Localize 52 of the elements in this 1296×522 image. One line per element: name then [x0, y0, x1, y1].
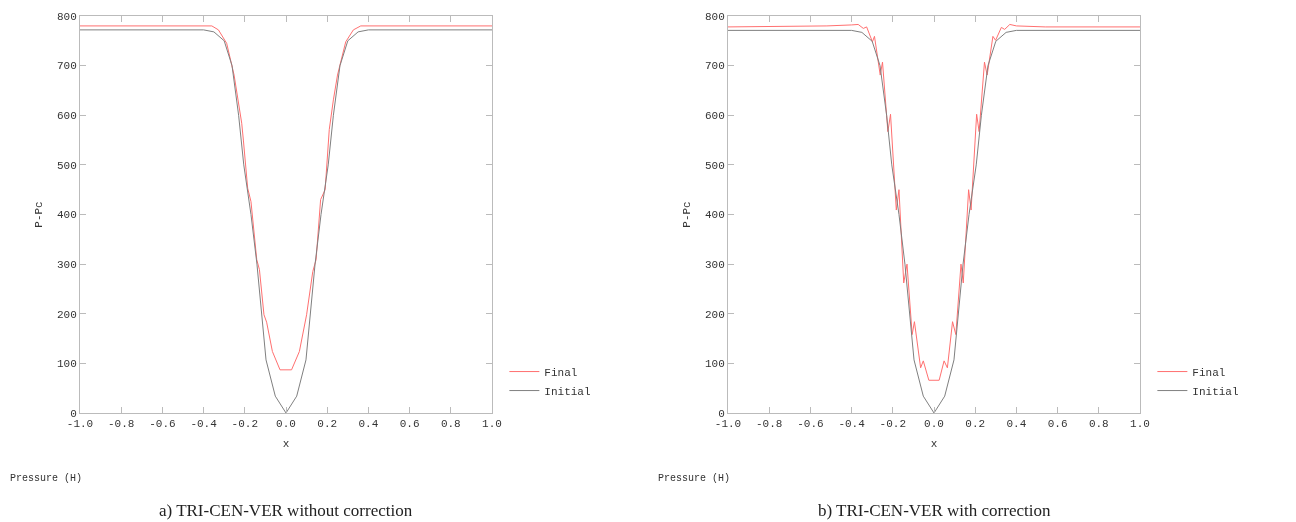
- x-tick-label: -1.0: [714, 418, 742, 431]
- y-tick-label: 400: [56, 209, 77, 222]
- legend-label: Initial: [544, 385, 591, 398]
- x-tick-label: 1.0: [482, 418, 502, 431]
- y-axis-title: P-Pc: [680, 201, 693, 228]
- x-tick-label: 0.2: [317, 418, 338, 431]
- x-tick-label: -0.2: [231, 418, 258, 431]
- x-tick-label: -0.8: [108, 418, 135, 431]
- x-tick-label: -0.4: [838, 418, 866, 431]
- y-tick-label: 0: [70, 407, 77, 420]
- x-tick-label: -0.8: [756, 418, 783, 431]
- x-tick-label: 0.4: [1006, 418, 1027, 431]
- y-tick-label: 300: [56, 258, 77, 271]
- legend-label: Final: [1192, 366, 1226, 379]
- y-axis-title: P-Pc: [32, 201, 45, 228]
- x-tick-label: -0.4: [190, 418, 218, 431]
- x-tick-label: 0.4: [358, 418, 379, 431]
- x-tick-label: 0.8: [1088, 418, 1109, 431]
- x-tick-label: 0.2: [965, 418, 986, 431]
- x-axis-title: x: [282, 438, 290, 451]
- y-tick-label: 800: [56, 10, 77, 23]
- y-tick-label: 600: [704, 110, 725, 123]
- text: b) TRI-CEN-VER with correction: [818, 501, 1051, 520]
- y-tick-label: 200: [56, 308, 77, 321]
- x-tick-label: 0.6: [399, 418, 420, 431]
- y-tick-label: 700: [56, 60, 77, 73]
- y-tick-label: 800: [704, 10, 725, 23]
- x-tick-label: -0.6: [797, 418, 824, 431]
- y-tick-label: 500: [704, 159, 725, 172]
- y-tick-label: 700: [704, 60, 725, 73]
- x-axis-title: x: [930, 438, 938, 451]
- x-tick-label: 0.0: [276, 418, 296, 431]
- y-tick-label: 300: [704, 258, 725, 271]
- y-tick-label: 400: [704, 209, 725, 222]
- y-tick-label: 200: [704, 308, 725, 321]
- y-tick-label: 600: [56, 110, 77, 123]
- y-tick-label: 0: [718, 407, 725, 420]
- x-tick-label: -0.2: [879, 418, 906, 431]
- y-tick-label: 100: [56, 358, 77, 371]
- x-tick-label: 0.6: [1047, 418, 1068, 431]
- text: Pressure (H): [10, 473, 83, 484]
- y-tick-label: 500: [56, 159, 77, 172]
- x-tick-label: 0.8: [440, 418, 461, 431]
- y-tick-label: 100: [704, 358, 725, 371]
- legend-label: Initial: [1192, 385, 1239, 398]
- x-tick-label: 0.0: [924, 418, 944, 431]
- x-tick-label: -0.6: [149, 418, 176, 431]
- x-tick-label: 1.0: [1130, 418, 1150, 431]
- x-tick-label: -1.0: [66, 418, 94, 431]
- text: Pressure (H): [658, 473, 731, 484]
- legend-label: Final: [544, 366, 578, 379]
- text: a) TRI-CEN-VER without correction: [159, 501, 413, 520]
